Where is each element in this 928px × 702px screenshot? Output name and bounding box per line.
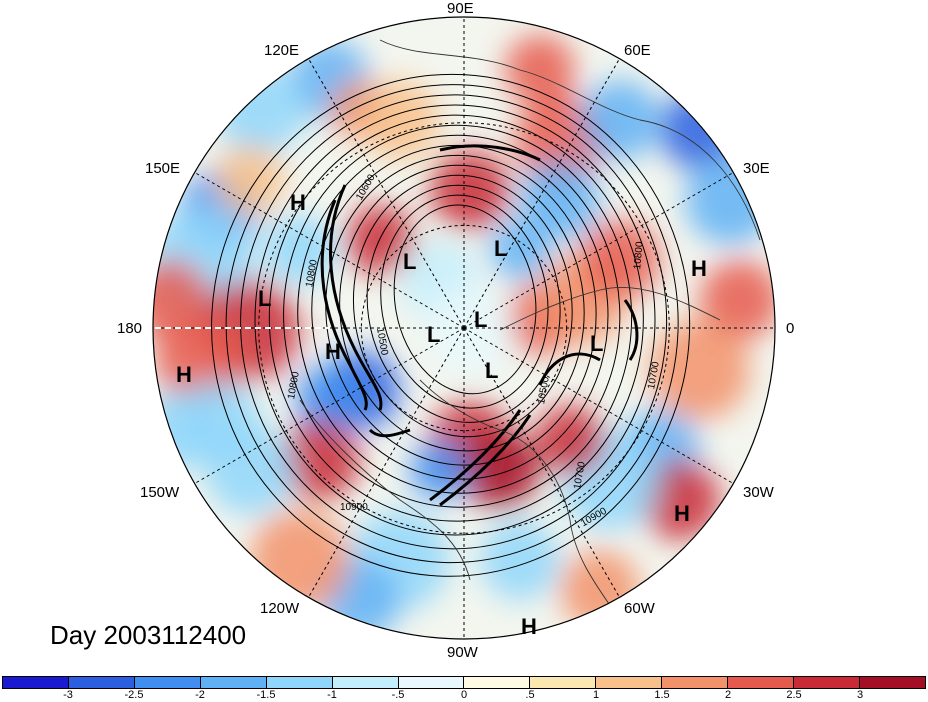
pressure-center-l: L [403,249,417,274]
colorbar-swatch [332,677,399,688]
lon-label-150w: 150W [140,484,180,501]
lon-label-150e: 150E [145,160,181,177]
jet-streak-asia [439,144,541,162]
colorbar-tick-label: 3 [856,689,864,701]
pressure-center-h: H [674,501,690,526]
jet-streak-pacific-2 [320,199,368,411]
colorbar-swatch [134,677,201,688]
colorbar-tick-label: -2 [195,689,205,701]
colorbar-tick-label: -1.5 [256,689,276,701]
lon-label-120e: 120E [264,42,300,59]
colorbar-swatch [596,677,663,688]
lon-label-90w: 90W [447,644,478,661]
colorbar-ticks: -3 -2.5 -2 -1.5 -1 -.5 0 .5 1 1.5 2 2.5 3 [2,689,926,702]
pressure-center-l: L [258,286,272,311]
pressure-center-h: H [176,362,192,387]
pressure-center-l: L [590,331,604,356]
jet-streak-canada [368,428,411,438]
colorbar-tick-label: .5 [525,689,535,701]
colorbar-tick-label: -1 [327,689,337,701]
colorbar-tick-label: 2 [724,689,732,701]
pressure-center-h: H [325,339,341,364]
colorbar [2,676,926,689]
anomaly-field [153,17,775,639]
pressure-center-h: H [691,256,707,281]
contour-lines [211,73,691,577]
contour-label: 10900 [340,502,368,513]
jet-streak-europe [623,299,639,361]
colorbar-swatch [859,677,925,688]
pressure-center-l: L [474,307,488,332]
colorbar-tick-label: 2.5 [786,689,802,701]
coastlines [299,39,761,621]
colorbar-swatch [728,677,795,688]
colorbar-swatch [68,677,135,688]
map-boundary [152,16,776,640]
pressure-center-l: L [494,236,508,261]
pressure-center-h: H [521,614,537,639]
lon-label-60e: 60E [624,42,651,59]
colorbar-swatch [398,677,465,688]
lon-label-30e: 30E [743,160,770,177]
colorbar-swatch [3,677,69,688]
colorbar-swatch [200,677,267,688]
colorbar-tick-label: 0 [460,689,468,701]
lon-label-60w: 60W [624,600,655,617]
colorbar-swatch [266,677,333,688]
colorbar-tick-label: 1.5 [654,689,670,701]
lon-label-0: 0 [786,320,795,337]
colorbar-tick-label: -2.5 [124,689,144,701]
colorbar-tick-label: 1 [592,689,600,701]
plot-title: Day 2003112400 [50,620,247,650]
colorbar-swatch [530,677,597,688]
pressure-center-l: L [485,358,499,383]
colorbar-swatch [662,677,729,688]
lon-label-120w: 120W [260,600,300,617]
lon-label-30w: 30W [743,484,774,501]
colorbar-swatch [464,677,531,688]
lon-label-90e: 90E [447,0,474,17]
jet-streak-us [429,409,522,502]
jet-streak-pacific [329,184,383,411]
colorbar-tick-label: -3 [63,689,73,701]
jet-streak-us-2 [439,414,532,507]
pressure-center-l: L [427,322,441,347]
pressure-center-h: H [290,190,306,215]
lon-label-180: 180 [117,320,143,337]
colorbar-swatch [794,677,860,688]
colorbar-tick-label: -.5 [391,689,405,701]
jet-streak-atlantic [538,352,601,386]
